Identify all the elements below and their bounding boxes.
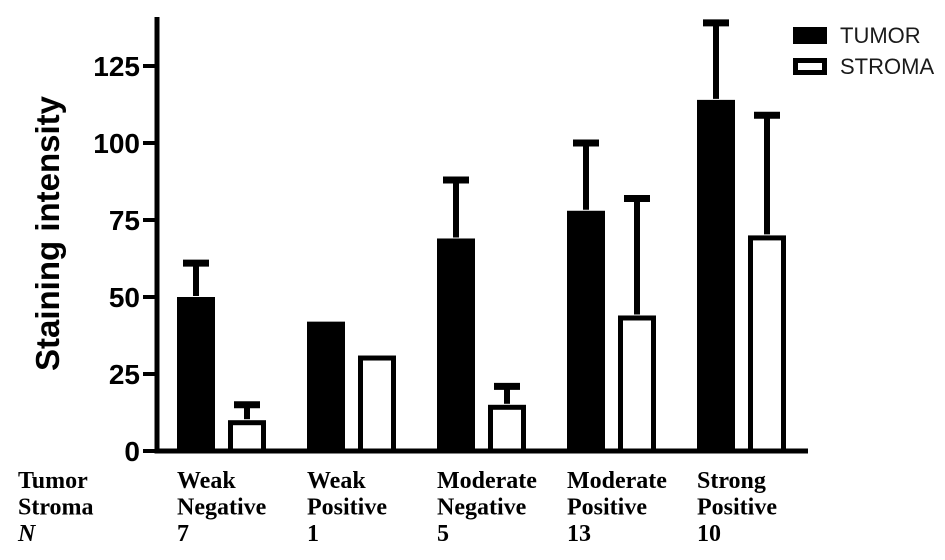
category-label-row3: 1 (307, 521, 319, 547)
tumor-bar (177, 297, 215, 451)
tumor-bar (567, 210, 605, 451)
stroma-swatch-icon (793, 58, 827, 75)
tumor-bar (697, 99, 735, 451)
legend-item-stroma: STROMA (793, 54, 935, 79)
legend-item-tumor: TUMOR (793, 23, 934, 48)
category-label-row3: 13 (567, 521, 591, 547)
category-label-row2: Positive (697, 495, 777, 521)
tumor-swatch-icon (793, 27, 827, 44)
y-tick-label: 100 (93, 128, 140, 159)
category-label-row2: Positive (307, 495, 387, 521)
y-tick-label: 25 (109, 359, 140, 390)
stroma-bar (228, 420, 266, 454)
stroma-bar (358, 355, 396, 454)
y-tick-label: 50 (109, 282, 140, 313)
legend-label-tumor: TUMOR (840, 23, 921, 48)
stroma-bar (488, 404, 526, 454)
stroma-bar (748, 235, 786, 454)
stroma-bar (618, 315, 656, 454)
x-row-header-tumor: Tumor (18, 468, 88, 494)
category-label-row1: Strong (697, 468, 766, 494)
category-label-row1: Weak (307, 468, 366, 494)
category-label-row1: Moderate (437, 468, 537, 494)
legend-label-stroma: STROMA (840, 54, 935, 79)
category-label-row2: Negative (177, 495, 267, 521)
y-tick-label: 125 (93, 51, 140, 82)
category-label-row3: 5 (437, 521, 449, 547)
tumor-bar (437, 238, 475, 451)
category-label-row2: Negative (437, 495, 527, 521)
category-label-row1: Moderate (567, 468, 667, 494)
tumor-bar (307, 321, 345, 451)
category-label-row3: 7 (177, 521, 189, 547)
x-row-header-n: N (17, 521, 37, 547)
legend: TUMOR STROMA (793, 23, 935, 88)
category-label-row1: Weak (177, 468, 236, 494)
x-row-header-stroma: Stroma (18, 495, 94, 521)
y-tick-label: 75 (109, 205, 140, 236)
category-label-row2: Positive (567, 495, 647, 521)
category-label-row3: 10 (697, 521, 721, 547)
y-tick-label: 0 (124, 436, 140, 467)
